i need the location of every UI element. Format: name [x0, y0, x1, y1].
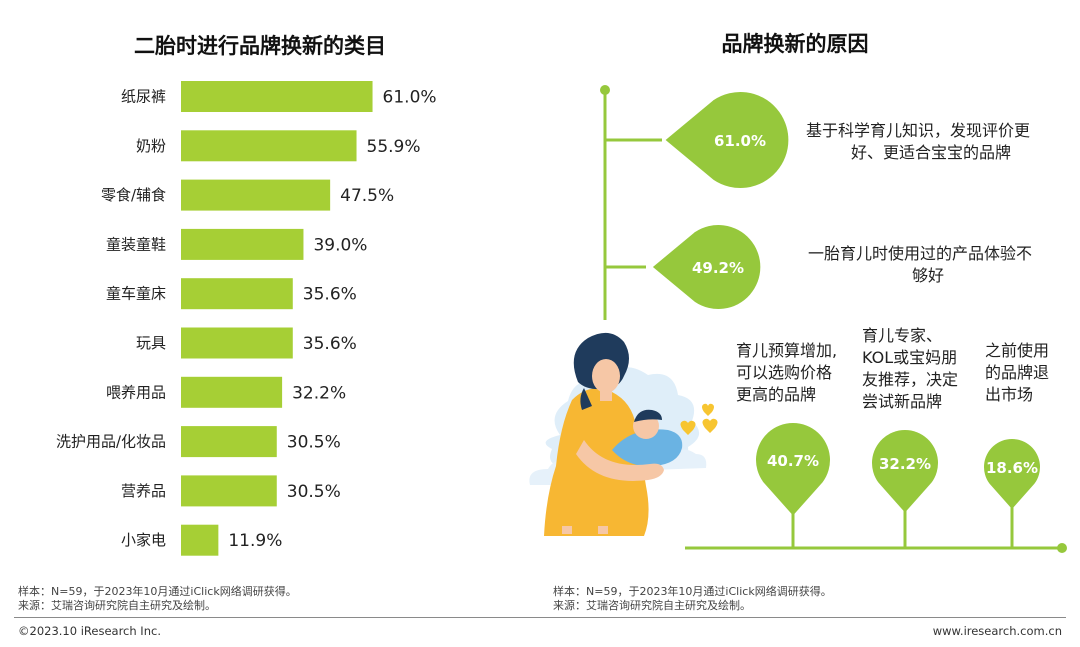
pin-shape [652, 225, 761, 309]
reason-text-1: 基于科学育儿知识，发现评价更 好、更适合宝宝的品牌 [806, 120, 1066, 164]
right-source-note: 样本：N=59，于2023年10月通过iClick网络调研获得。 来源：艾瑞咨询… [553, 585, 832, 613]
bar-group: 小家电 11.9% [121, 524, 282, 556]
reason-text-5: 之前使用 的品牌退 出市场 [985, 340, 1070, 406]
reasons-infographic: 61.0% 49.2% 40.7% 32.2% 18.6% [529, 85, 1067, 553]
bar-group: 玩具 35.6% [136, 327, 357, 359]
bar [181, 327, 293, 359]
bar [181, 426, 277, 458]
category-label: 洗护用品/化妆品 [56, 433, 166, 451]
footer-divider [14, 617, 1066, 618]
reason-pin-bottom: 32.2% [872, 430, 938, 548]
reason-text-4: 育儿专家、 KOL或宝妈朋 友推荐，决定 尝试新品牌 [862, 325, 977, 413]
bar-chart: 纸尿裤 61.0% 奶粉 55.9% 零食/辅食 47.5% 童装童鞋 39.0% 童车童床 35… [56, 81, 437, 556]
reason-text-2: 一胎育儿时使用过的产品体验不 够好 [808, 243, 1068, 287]
category-label: 奶粉 [136, 137, 166, 155]
value-label: 32.2% [292, 383, 346, 403]
category-label: 童装童鞋 [106, 235, 166, 253]
bar-group: 零食/辅食 47.5% [101, 179, 394, 211]
value-label: 61.0% [383, 88, 437, 108]
value-label: 47.5% [340, 186, 394, 206]
bar [181, 81, 373, 112]
value-label: 30.5% [287, 482, 341, 502]
pin-shape [872, 430, 938, 513]
reason-text-3-line2: 可以选购价格 [736, 363, 833, 382]
pin-value-label: 40.7% [767, 452, 819, 470]
reason-text-2-line1: 一胎育儿时使用过的产品体验不 [808, 244, 1033, 263]
bar-group: 洗护用品/化妆品 30.5% [56, 426, 341, 458]
value-label: 39.0% [313, 235, 367, 255]
bar-group: 奶粉 55.9% [136, 130, 421, 162]
timeline-dot [600, 85, 610, 95]
value-label: 35.6% [303, 285, 357, 305]
reason-text-4-line3: 友推荐，决定 [862, 370, 959, 389]
reason-pin-top: 49.2% [605, 225, 761, 309]
bar [181, 524, 219, 556]
reason-text-2-line2: 够好 [911, 266, 944, 285]
left-chart-title: 二胎时进行品牌换新的类目 [134, 34, 386, 58]
left-note-line2: 来源：艾瑞咨询研究院自主研究及绘制。 [18, 599, 216, 612]
reason-text-3: 育儿预算增加, 可以选购价格 更高的品牌 [736, 340, 856, 406]
pin-value-label: 61.0% [714, 132, 766, 150]
bar-group: 喂养用品 32.2% [106, 376, 346, 408]
reason-text-1-line2: 好、更适合宝宝的品牌 [850, 143, 1011, 162]
bar [181, 278, 293, 310]
timeline-dot [1057, 543, 1067, 553]
bar [181, 179, 331, 211]
pin-shape [756, 423, 830, 516]
reason-text-5-line2: 的品牌退 [985, 363, 1050, 382]
pin-value-label: 18.6% [986, 459, 1038, 477]
value-label: 11.9% [228, 531, 282, 551]
reason-pin-top: 61.0% [605, 92, 789, 188]
bar-group: 纸尿裤 61.0% [121, 81, 437, 112]
right-note-line1: 样本：N=59，于2023年10月通过iClick网络调研获得。 [553, 585, 832, 598]
bar [181, 130, 357, 162]
category-label: 童车童床 [106, 285, 166, 303]
pin-shape [984, 439, 1040, 509]
category-label: 零食/辅食 [101, 186, 166, 204]
bar-group: 童车童床 35.6% [106, 278, 357, 310]
bar-group: 童装童鞋 39.0% [106, 228, 367, 260]
reason-text-4-line1: 育儿专家、 [862, 326, 943, 345]
value-label: 30.5% [287, 433, 341, 453]
reason-text-5-line3: 出市场 [985, 385, 1034, 404]
category-label: 玩具 [136, 334, 166, 352]
reason-text-5-line1: 之前使用 [985, 341, 1050, 360]
bar [181, 475, 277, 507]
reason-pin-bottom: 18.6% [984, 439, 1040, 548]
left-source-note: 样本：N=59，于2023年10月通过iClick网络调研获得。 来源：艾瑞咨询… [18, 585, 297, 613]
reason-text-1-line1: 基于科学育儿知识，发现评价更 [806, 121, 1031, 140]
bar-group: 营养品 30.5% [121, 475, 341, 507]
category-label: 小家电 [121, 531, 166, 549]
reason-text-4-line4: 尝试新品牌 [862, 392, 943, 411]
bar [181, 228, 304, 260]
right-chart-title: 品牌换新的原因 [721, 32, 869, 56]
footer-copyright: ©2023.10 iResearch Inc. [18, 624, 161, 638]
pin-value-label: 32.2% [879, 455, 931, 473]
pin-shape [665, 92, 789, 188]
bar [181, 376, 283, 408]
reason-text-3-line3: 更高的品牌 [736, 385, 817, 404]
reason-pin-bottom: 40.7% [756, 423, 830, 548]
value-label: 35.6% [303, 334, 357, 354]
pin-value-label: 49.2% [692, 259, 744, 277]
left-note-line1: 样本：N=59，于2023年10月通过iClick网络调研获得。 [18, 585, 297, 598]
category-label: 营养品 [121, 482, 166, 500]
footer-website: www.iresearch.com.cn [932, 624, 1062, 638]
mother-baby-illustration [529, 332, 718, 536]
category-label: 纸尿裤 [121, 88, 166, 106]
reason-text-4-line2: KOL或宝妈朋 [862, 348, 958, 367]
right-note-line2: 来源：艾瑞咨询研究院自主研究及绘制。 [553, 599, 751, 612]
reason-text-3-line1: 育儿预算增加, [736, 341, 838, 360]
value-label: 55.9% [367, 137, 421, 157]
category-label: 喂养用品 [106, 383, 166, 401]
